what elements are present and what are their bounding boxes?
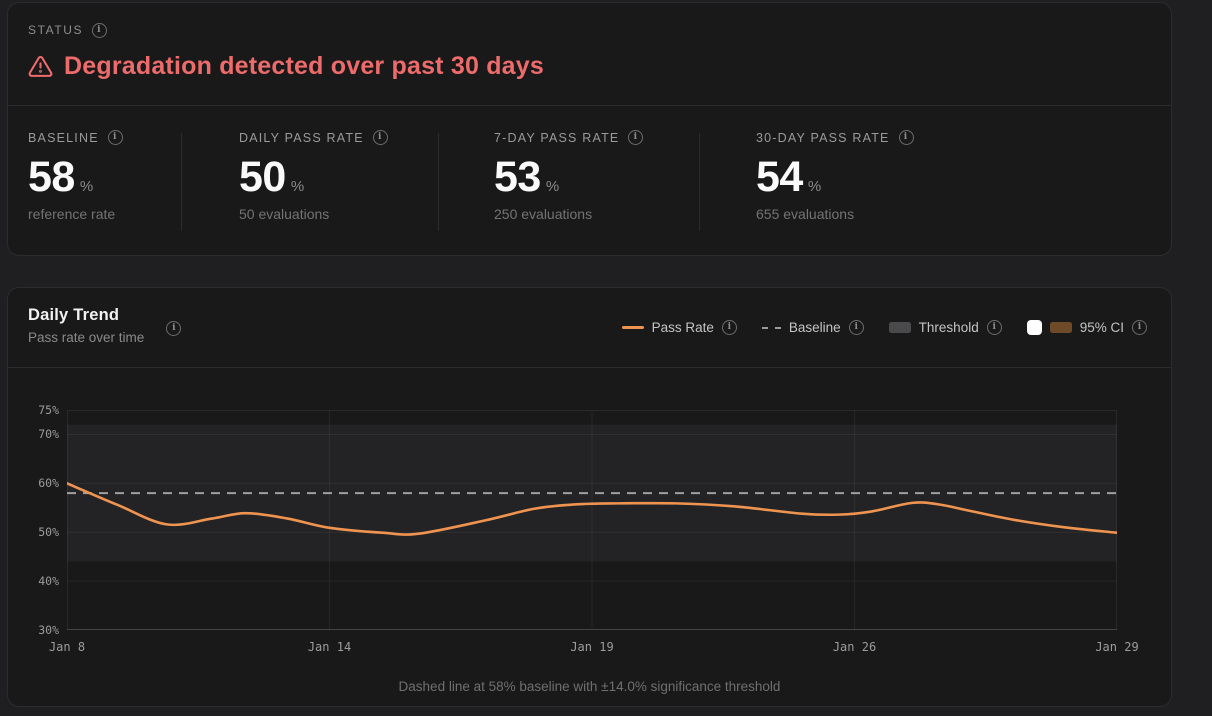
divider (438, 133, 439, 231)
metric-unit: % (807, 178, 822, 195)
metric-subtext: 250 evaluations (494, 206, 593, 222)
x-tick-label: Jan 8 (48, 640, 86, 654)
y-tick-label: 75% (38, 403, 59, 417)
x-tick-label: Jan 14 (307, 640, 352, 654)
legend-label: Baseline (788, 320, 841, 335)
legend-item-threshold[interactable]: Threshold (888, 320, 1002, 335)
trend-info-icon[interactable] (166, 321, 182, 336)
metric-subtext: 50 evaluations (239, 206, 330, 222)
metric-label-text: 7-DAY PASS RATE (494, 130, 620, 145)
status-kicker: STATUS (28, 22, 108, 38)
metric-label: 7-DAY PASS RATE (494, 130, 644, 145)
metric-subtext: 655 evaluations (756, 206, 855, 222)
metric-value: 58 % (28, 154, 123, 200)
metric-baseline: BASELINE 58 % reference rate (28, 105, 123, 222)
status-section: STATUS Degradation detected over past 30… (8, 3, 1171, 105)
chart-footnote: Dashed line at 58% baseline with ±14.0% … (398, 679, 781, 694)
metric-label-text: DAILY PASS RATE (239, 130, 364, 145)
metric-subtext: reference rate (28, 206, 116, 222)
trend-titles: Daily Trend Pass rate over time (28, 306, 144, 345)
x-axis: Jan 8 Jan 14 Jan 19 Jan 26 Jan 29 (49, 640, 1139, 656)
metric-unit: % (79, 178, 94, 195)
legend-label: Threshold (918, 320, 979, 335)
metric-daily-pass-rate: DAILY PASS RATE 50 % 50 evaluations (239, 105, 388, 222)
legend-label: Pass Rate (651, 320, 714, 335)
metric-label: DAILY PASS RATE (239, 130, 388, 145)
metric-number: 53 (494, 153, 541, 201)
metric-value: 53 % (494, 154, 643, 200)
threshold-band-swatch (888, 322, 911, 333)
daily-trend-chart[interactable] (67, 410, 1117, 630)
status-label: STATUS (28, 23, 84, 37)
trend-header: Daily Trend Pass rate over time Pass Rat… (8, 288, 1171, 368)
warning-icon (28, 56, 53, 77)
trend-subtitle: Pass rate over time (28, 330, 145, 345)
y-tick-label: 50% (38, 525, 59, 540)
info-icon[interactable] (107, 130, 123, 145)
legend-item-baseline[interactable]: Baseline (761, 320, 864, 335)
x-tick-label: Jan 26 (832, 640, 877, 654)
info-icon[interactable] (372, 130, 388, 145)
metric-label: 30-DAY PASS RATE (756, 130, 914, 145)
metric-number: 58 (28, 153, 75, 201)
info-icon[interactable] (628, 130, 644, 145)
threshold-band (67, 424, 1117, 562)
metric-unit: % (545, 178, 560, 195)
y-tick-label: 70% (38, 427, 59, 442)
status-message: Degradation detected over past 30 days (28, 52, 1147, 81)
metric-7day-pass-rate: 7-DAY PASS RATE 53 % 250 evaluations (494, 105, 644, 222)
info-icon[interactable] (1132, 320, 1147, 335)
ci-band-swatch (1049, 322, 1072, 333)
metric-label: BASELINE (28, 130, 123, 145)
legend-item-pass-rate[interactable]: Pass Rate (621, 320, 737, 335)
baseline-dashed-swatch (761, 326, 781, 329)
info-icon[interactable] (721, 320, 737, 335)
status-metrics-card: STATUS Degradation detected over past 30… (7, 2, 1172, 256)
status-message-text: Degradation detected over past 30 days (64, 52, 544, 80)
y-tick-label: 40% (38, 574, 59, 589)
pass-rate-line (67, 482, 1117, 536)
trend-title: Daily Trend (28, 306, 120, 324)
pass-rate-line-swatch (621, 326, 644, 329)
x-tick-label: Jan 29 (1095, 640, 1139, 654)
metric-value: 50 % (239, 154, 388, 200)
divider (181, 133, 182, 231)
chart-legend: Pass Rate Baseline Threshold 95% CI (621, 320, 1147, 335)
ci-checkbox[interactable] (1026, 320, 1042, 335)
x-tick-label: Jan 19 (570, 640, 614, 654)
y-axis: 75% 70% 60% 50% 40% 30% (8, 403, 59, 637)
metric-number: 50 (239, 153, 286, 201)
divider (699, 133, 700, 231)
metric-30day-pass-rate: 30-DAY PASS RATE 54 % 655 evaluations (756, 105, 914, 222)
y-tick-label: 60% (38, 476, 59, 491)
plot-border (67, 410, 1117, 630)
metric-label-text: 30-DAY PASS RATE (756, 130, 890, 145)
info-icon[interactable] (898, 130, 914, 145)
metric-label-text: BASELINE (28, 130, 99, 145)
metric-number: 54 (756, 153, 803, 201)
legend-label: 95% CI (1079, 320, 1124, 335)
y-tick-label: 30% (38, 623, 59, 637)
metric-unit: % (290, 178, 305, 195)
status-info-icon[interactable] (92, 22, 108, 38)
daily-trend-card: Daily Trend Pass rate over time Pass Rat… (7, 287, 1172, 707)
info-icon[interactable] (848, 320, 864, 335)
metric-value: 54 % (756, 154, 914, 200)
legend-item-95ci[interactable]: 95% CI (1026, 320, 1147, 335)
divider (8, 105, 1171, 106)
info-icon[interactable] (986, 320, 1002, 335)
